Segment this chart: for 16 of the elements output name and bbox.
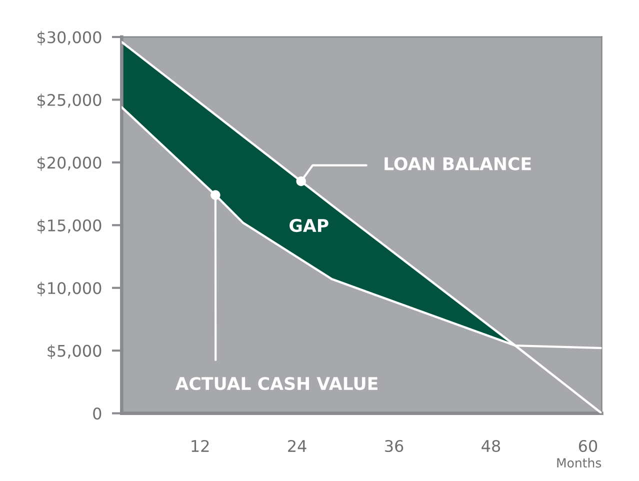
- x-axis-title: Months: [557, 458, 602, 468]
- x-tick-label: 24: [288, 440, 306, 452]
- x-tick-label: 36: [385, 440, 404, 452]
- x-tick-label: 48: [482, 440, 500, 452]
- y-tick-label: $15,000: [38, 219, 102, 234]
- y-tick-label: $25,000: [38, 94, 102, 108]
- y-tick-label: 0: [93, 408, 102, 420]
- y-tick-label: $20,000: [38, 156, 102, 171]
- annotation: GAP: [290, 218, 328, 232]
- annotation: LOAN BALANCE: [384, 157, 531, 170]
- y-tick-label: $5,000: [48, 344, 102, 359]
- x-tick-label: 12: [192, 440, 209, 452]
- annotation: ACTUAL CASH VALUE: [175, 376, 378, 390]
- y-tick-label: $10,000: [38, 282, 102, 296]
- x-tick-label: 60: [578, 440, 598, 452]
- y-tick-label: $30,000: [38, 30, 102, 46]
